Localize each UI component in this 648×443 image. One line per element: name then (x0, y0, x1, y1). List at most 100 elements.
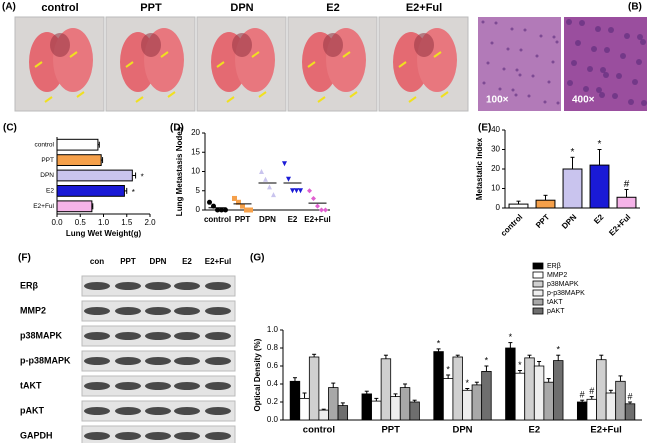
annotation: # (628, 391, 633, 401)
arrow (167, 91, 176, 98)
legend-swatch (532, 280, 544, 288)
point (315, 203, 320, 209)
bar (380, 358, 392, 421)
arrow (160, 51, 169, 58)
blot-band (145, 282, 171, 290)
x-tick-label: control (499, 213, 525, 239)
bar (535, 199, 556, 209)
point (232, 195, 237, 201)
x-tick-label: DPN (259, 215, 276, 224)
x-tick-label: control (303, 425, 335, 436)
arrow (226, 96, 235, 103)
bar (289, 380, 301, 421)
bar (553, 360, 564, 421)
point (207, 199, 212, 205)
x-tick-label: 2.0 (144, 218, 156, 227)
bar (308, 356, 320, 421)
cell (636, 59, 642, 65)
lung-shade (414, 33, 434, 57)
x-tick-label: DPN (452, 425, 472, 436)
cell (539, 34, 543, 38)
protein-label: p38MAPK (20, 330, 63, 340)
annotation: * (141, 173, 144, 182)
annotation: * (518, 360, 522, 370)
cell (616, 73, 622, 79)
bar (328, 387, 339, 421)
cell (510, 27, 514, 31)
cell (620, 53, 626, 59)
legend-label: pAKT (547, 308, 565, 315)
y-tick-label: 40 (491, 125, 500, 134)
y-tick-label: 10 (191, 167, 200, 176)
arrow (398, 61, 407, 68)
panel-label: (D) (170, 123, 184, 134)
blot-band (115, 382, 141, 390)
bar (452, 356, 463, 421)
cell (587, 66, 593, 72)
legend-label: ERβ (547, 263, 561, 270)
cell (628, 99, 634, 105)
y-tick-label: 0 (196, 205, 201, 214)
cell (482, 81, 486, 85)
y-tick-label: 0.4 (267, 379, 279, 388)
point (215, 207, 220, 213)
cell (511, 88, 515, 92)
lane-label: E2 (182, 257, 192, 266)
cell (591, 46, 597, 52)
arrow (76, 91, 85, 98)
bar (318, 409, 329, 421)
annotation: * (446, 364, 450, 374)
blot-band (145, 307, 171, 315)
bar (615, 380, 626, 421)
blot-band (84, 432, 110, 440)
cell (531, 74, 535, 78)
protein-label: tAKT (20, 380, 42, 390)
point (307, 188, 312, 194)
photo-title: control (41, 2, 78, 14)
cell (506, 47, 510, 51)
bar (543, 381, 554, 421)
y-tick-label: 20 (191, 128, 200, 137)
blot-band (205, 332, 231, 340)
cell (599, 92, 605, 98)
lung-shade (232, 33, 252, 57)
panel-label: (E) (478, 123, 491, 134)
protein-label: pAKT (20, 405, 44, 415)
blot-band (115, 332, 141, 340)
x-tick-label: 0.5 (75, 218, 87, 227)
arrow (44, 96, 53, 103)
cell (604, 47, 610, 53)
bar (505, 347, 516, 421)
cell (514, 93, 518, 97)
cell (523, 28, 527, 32)
cell (600, 67, 606, 73)
y-tick-label: 1.0 (267, 325, 279, 334)
bar (576, 401, 588, 421)
y-tick-label: 30 (491, 145, 500, 154)
bar (399, 387, 411, 421)
x-tick-label: E2 (288, 215, 298, 224)
point (319, 207, 324, 213)
y-tick-label: 15 (191, 147, 200, 156)
y-tick-label: PPT (41, 157, 54, 164)
blot-band (205, 282, 231, 290)
point (244, 207, 249, 213)
cell (502, 67, 506, 71)
legend-label: p38MAPK (547, 281, 579, 288)
cell (486, 61, 490, 65)
bar (442, 378, 454, 421)
bar (562, 168, 583, 209)
cell (637, 34, 643, 40)
protein-label: MMP2 (20, 305, 46, 315)
cell (515, 68, 519, 72)
point (219, 207, 224, 213)
bar (596, 359, 607, 421)
y-tick-label: 10 (491, 184, 500, 193)
blot-band (174, 407, 200, 415)
annotation: # (580, 390, 585, 400)
legend-label: p-p38MAPK (547, 290, 585, 297)
arrow (34, 61, 43, 68)
cell (556, 101, 560, 105)
blot-band (84, 357, 110, 365)
